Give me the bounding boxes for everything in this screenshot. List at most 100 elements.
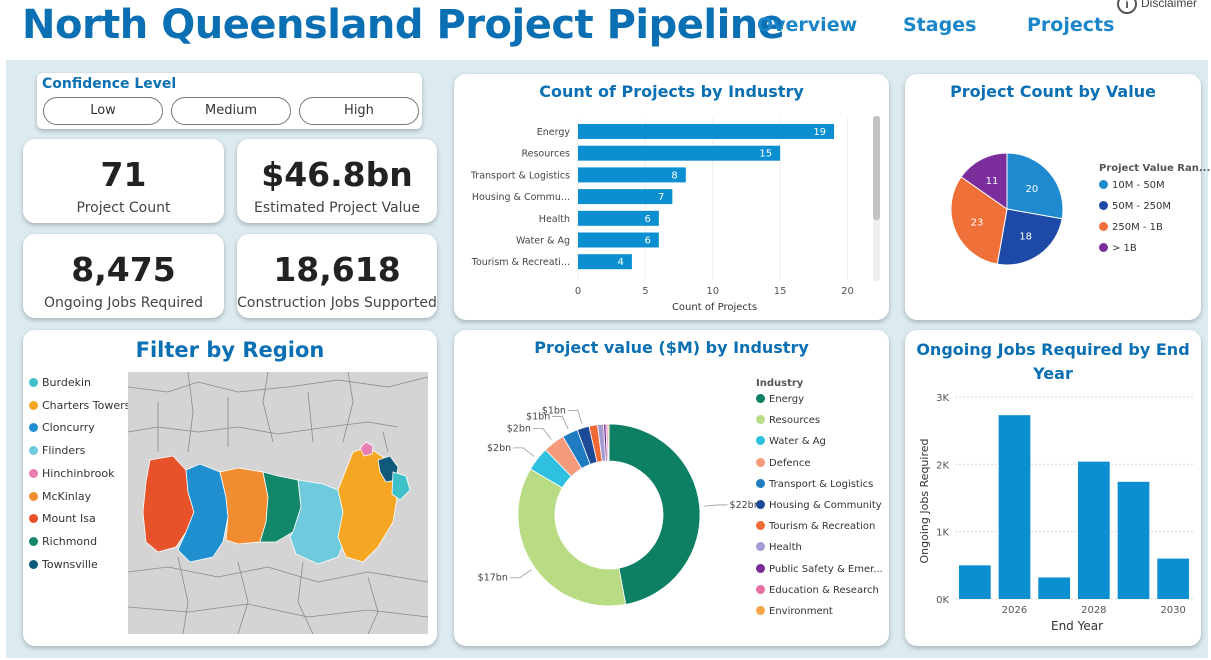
- kpi-value: 71: [100, 155, 147, 194]
- chart-scrollbar[interactable]: [873, 116, 880, 281]
- kpi-project-count: 71 Project Count: [23, 139, 224, 223]
- legend-item[interactable]: Health: [756, 542, 802, 553]
- nav-stages-button[interactable]: Stages: [903, 14, 977, 36]
- legend-label: 10M - 50M: [1112, 180, 1165, 191]
- y-axis-title: Ongoing Jobs Required: [918, 439, 931, 564]
- bar-value-label: 6: [644, 214, 650, 225]
- slice-label: 23: [971, 217, 984, 228]
- legend-dot: [756, 394, 765, 403]
- legend-item[interactable]: 50M - 250M: [1099, 201, 1171, 212]
- region-burdekin[interactable]: [391, 471, 411, 501]
- legend-item[interactable]: > 1B: [1099, 243, 1137, 254]
- legend-label: Tourism & Recreation: [769, 521, 876, 533]
- scrollbar-thumb[interactable]: [873, 116, 880, 220]
- bar: [1038, 577, 1071, 599]
- legend-item[interactable]: Housing & Community: [756, 500, 882, 511]
- chart-title: Count of Projects by Industry: [539, 82, 804, 101]
- bar-value-label: 15: [759, 149, 772, 160]
- bar: [578, 210, 659, 226]
- data-label: $1bn: [526, 412, 550, 423]
- confidence-low-button[interactable]: Low: [43, 97, 163, 125]
- category-label: Housing & Commu...: [472, 192, 570, 203]
- legend-dot: [756, 478, 765, 488]
- legend-dot: [1099, 201, 1108, 210]
- legend-dot: [29, 468, 38, 478]
- region-legend-item[interactable]: Mount Isa: [29, 512, 96, 525]
- map-title: Filter by Region: [135, 338, 325, 362]
- region-map[interactable]: [128, 372, 428, 634]
- region-mckinlay[interactable]: [219, 467, 269, 545]
- nav-projects-button[interactable]: Projects: [1027, 14, 1115, 36]
- legend-item[interactable]: Defence: [756, 457, 811, 469]
- x-tick-label: 20: [841, 286, 854, 297]
- data-label-leader: [703, 504, 728, 507]
- industry-count-chart-card: Count of Projects by Industry 0 5 10 15 20 En…: [454, 74, 889, 320]
- legend-title: Industry: [756, 378, 804, 389]
- region-legend-item[interactable]: Charters Towers: [29, 399, 130, 412]
- region-legend-item[interactable]: Cloncurry: [29, 421, 95, 434]
- legend-item[interactable]: Environment: [756, 606, 833, 617]
- region-richmond[interactable]: [259, 471, 302, 543]
- chart-title-line-1: Ongoing Jobs Required by End: [916, 340, 1190, 359]
- legend-item[interactable]: Public Safety & Emer...: [756, 563, 883, 575]
- legend-dot: [756, 563, 765, 573]
- region-legend-item[interactable]: Hinchinbrook: [29, 467, 114, 480]
- pie-slice: [996, 208, 1063, 266]
- kpi-value: 18,618: [273, 250, 401, 289]
- x-tick-label: 0: [575, 286, 581, 297]
- region-legend-item[interactable]: Townsville: [29, 558, 98, 571]
- data-label: $2bn: [507, 423, 531, 434]
- bar: [1157, 558, 1190, 599]
- legend-label: Housing & Community: [769, 500, 882, 511]
- pie-slice: [1006, 152, 1064, 220]
- region-legend-item[interactable]: Richmond: [29, 535, 97, 548]
- legend-dot: [756, 415, 765, 425]
- x-tick-label: 5: [642, 286, 648, 297]
- legend-item[interactable]: Tourism & Recreation: [756, 521, 875, 532]
- region-legend-item[interactable]: McKinlay: [29, 490, 91, 503]
- kpi-value: $46.8bn: [261, 155, 413, 194]
- legend-label: Defence: [769, 457, 811, 469]
- kpi-label: Construction Jobs Supported: [237, 295, 437, 311]
- legend-item[interactable]: Education & Research: [756, 584, 879, 596]
- legend-title: Project Value Ran...: [1099, 163, 1211, 174]
- category-label: Resources: [521, 149, 570, 160]
- disclaimer-button[interactable]: i Disclaimer: [1117, 0, 1197, 14]
- region-legend-item[interactable]: Burdekin: [29, 376, 91, 389]
- jobs-by-year-chart: 0K 1K 2K 3K 2026 2028 2030 End Year Ongoing Jobs…: [918, 393, 1193, 633]
- legend-item[interactable]: 250M - 1B: [1099, 222, 1163, 233]
- legend-item[interactable]: Resources: [756, 415, 820, 426]
- kpi-label: Project Count: [76, 200, 171, 216]
- legend-dot: [1099, 243, 1108, 252]
- legend-item[interactable]: Energy: [756, 394, 804, 405]
- nav-overview-button[interactable]: Overview: [757, 14, 858, 36]
- legend-item[interactable]: 10M - 50M: [1099, 180, 1165, 191]
- legend-label: McKinlay: [42, 489, 92, 503]
- value-pie-card: Project Count by Value 20 18 23 11 Project …: [905, 74, 1210, 320]
- y-tick-label: 3K: [936, 393, 949, 404]
- region-flinders[interactable]: [289, 479, 347, 565]
- category-label: Tourism & Recreati...: [471, 257, 570, 268]
- bar-value-label: 4: [618, 257, 624, 268]
- confidence-high-button[interactable]: High: [299, 97, 419, 125]
- region-legend-item[interactable]: Flinders: [29, 444, 85, 457]
- category-label: Health: [539, 214, 570, 225]
- legend-dot: [29, 559, 38, 569]
- region-hinchinbrook[interactable]: [359, 441, 374, 457]
- legend-item[interactable]: Water & Ag: [756, 436, 826, 447]
- legend-label: Richmond: [42, 534, 98, 548]
- kpi-construction-jobs: 18,618 Construction Jobs Supported: [237, 234, 437, 318]
- bar: [998, 415, 1031, 599]
- bar: [578, 254, 632, 270]
- data-label: $1bn: [542, 406, 566, 417]
- region-mount-isa[interactable]: [142, 455, 195, 553]
- legend-dot: [29, 378, 38, 387]
- legend-dot: [756, 606, 765, 615]
- chart-title-line-2: Year: [1033, 364, 1073, 383]
- legend-dot: [756, 584, 765, 594]
- pie-slice: [950, 176, 1008, 265]
- data-label-leader: [509, 569, 532, 579]
- confidence-medium-button[interactable]: Medium: [171, 97, 291, 125]
- legend-item[interactable]: Transport & Logistics: [756, 478, 873, 490]
- legend-label: Education & Research: [769, 584, 879, 596]
